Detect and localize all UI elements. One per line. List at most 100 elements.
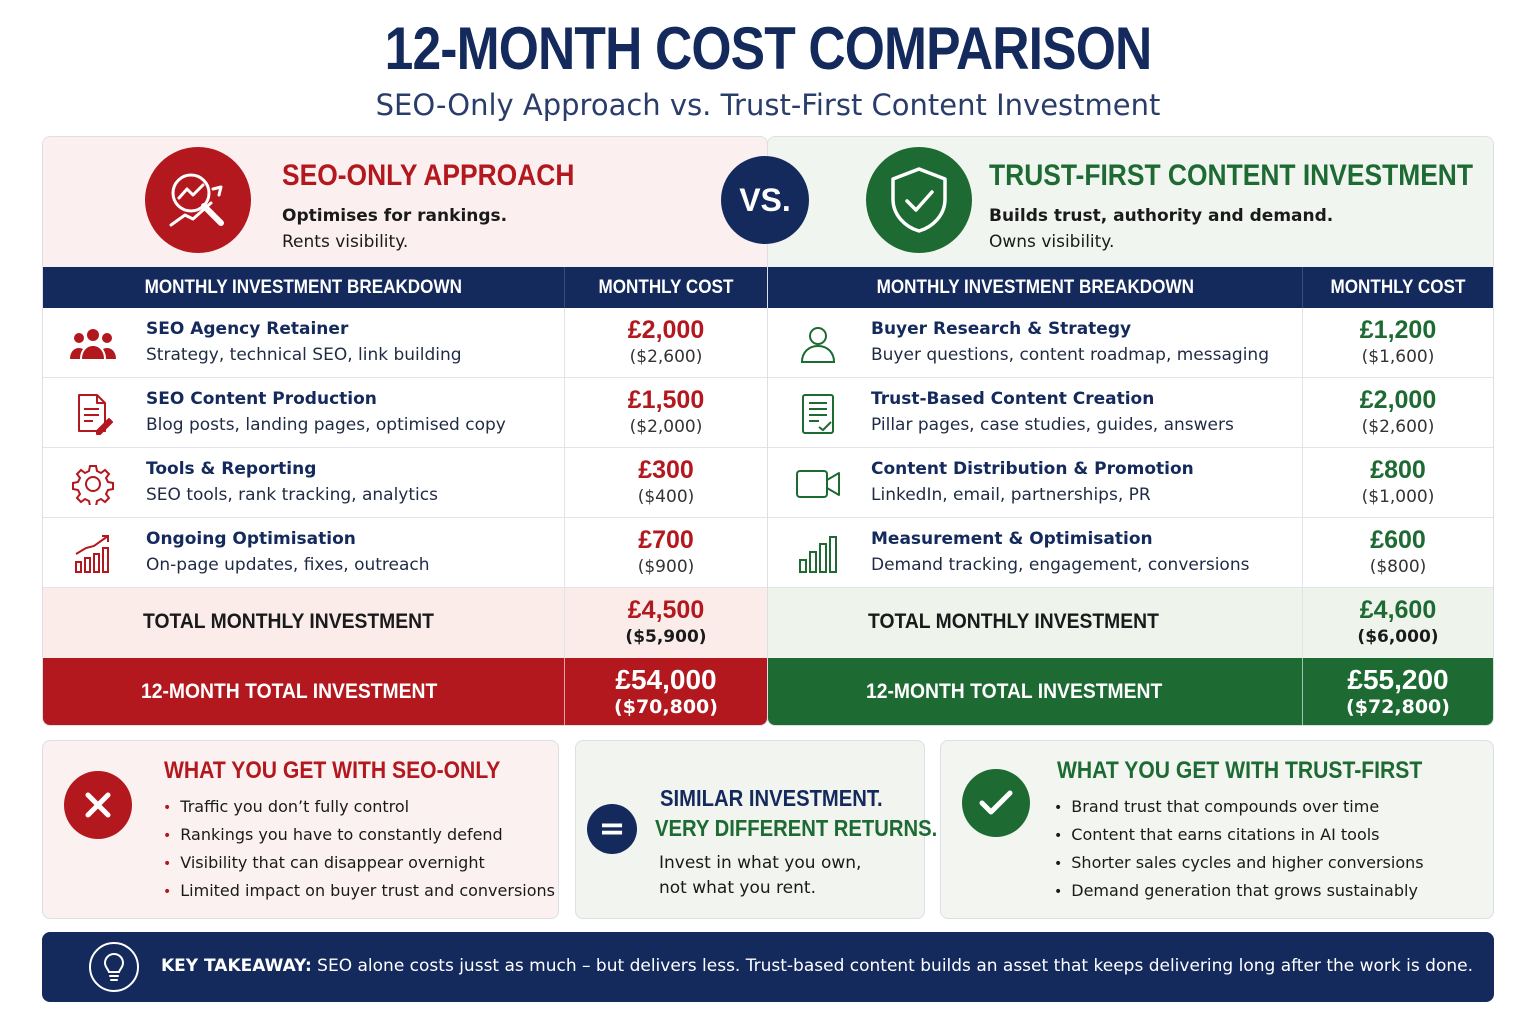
table-row: Content Distribution & Promotion LinkedI… — [768, 448, 1493, 518]
trust-col-cost: MONTHLY COST — [1302, 267, 1493, 308]
row-desc: LinkedIn, email, partnerships, PR — [871, 485, 1151, 505]
row-name: Trust-Based Content Creation — [871, 389, 1155, 409]
row-name: Tools & Reporting — [146, 459, 317, 479]
cost-usd: ($1,000) — [1361, 487, 1435, 507]
list-item: Content that earns citations in AI tools — [1054, 821, 1424, 849]
page-subtitle: SEO-Only Approach vs. Trust-First Conten… — [375, 88, 1161, 122]
year-gbp: £55,200 — [1347, 664, 1449, 695]
cost-gbp: £700 — [638, 526, 694, 554]
row-desc: Buyer questions, content roadmap, messag… — [871, 345, 1269, 365]
row-name: Measurement & Optimisation — [871, 529, 1153, 549]
seo-outcomes-list: Traffic you don’t fully control Rankings… — [163, 793, 555, 905]
cost-usd: ($800) — [1369, 557, 1427, 577]
year-usd: ($72,800) — [1346, 696, 1450, 718]
bar-chart-icon — [794, 534, 842, 574]
list-item: Limited impact on buyer trust and conver… — [163, 877, 555, 905]
total-cost: £4,500 ($5,900) — [564, 588, 767, 658]
document-edit-icon — [69, 394, 117, 435]
gear-icon — [69, 464, 117, 505]
list-item: Rankings you have to constantly defend — [163, 821, 555, 849]
checkmark-icon — [962, 769, 1030, 837]
seo-total-row: TOTAL MONTHLY INVESTMENT £4,500 ($5,900) — [43, 588, 767, 658]
seo-only-panel: SEO-ONLY APPROACH Optimises for rankings… — [42, 136, 768, 726]
page-title: 12-MONTH COST COMPARISON — [384, 15, 1153, 82]
year-gbp: £54,000 — [615, 664, 717, 695]
table-row: SEO Content Production Blog posts, landi… — [43, 378, 767, 448]
trust-col-breakdown: MONTHLY INVESTMENT BREAKDOWN — [876, 277, 1194, 298]
row-name: SEO Agency Retainer — [146, 319, 349, 339]
year-label: 12-MONTH TOTAL INVESTMENT — [141, 680, 438, 703]
summary-note-2: not what you rent. — [659, 878, 816, 898]
list-item: Brand trust that compounds over time — [1054, 793, 1424, 821]
equals-icon: = — [587, 804, 637, 854]
cost-usd: ($2,600) — [629, 347, 703, 367]
year-cost: £55,200 ($72,800) — [1302, 658, 1493, 725]
year-label: 12-MONTH TOTAL INVESTMENT — [866, 680, 1163, 703]
document-list-icon — [794, 394, 842, 434]
table-row: SEO Agency Retainer Strategy, technical … — [43, 308, 767, 378]
row-cost: £700 ($900) — [564, 518, 767, 588]
total-cost: £4,600 ($6,000) — [1302, 588, 1493, 658]
year-cost: £54,000 ($70,800) — [564, 658, 767, 725]
seo-tagline-2: Rents visibility. — [282, 232, 409, 252]
cost-gbp: £600 — [1370, 526, 1426, 554]
trust-first-panel: TRUST-FIRST CONTENT INVESTMENT Builds tr… — [767, 136, 1494, 726]
key-takeaway-label: KEY TAKEAWAY: — [161, 956, 312, 976]
row-cost: £600 ($800) — [1302, 518, 1493, 588]
cost-gbp: £2,000 — [627, 316, 705, 344]
lightbulb-icon — [89, 942, 139, 992]
cost-usd: ($2,000) — [629, 417, 703, 437]
row-name: Ongoing Optimisation — [146, 529, 356, 549]
row-desc: Blog posts, landing pages, optimised cop… — [146, 415, 506, 435]
row-desc: Demand tracking, engagement, conversions — [871, 555, 1250, 575]
key-takeaway-body: SEO alone costs jusst as much – but deli… — [311, 956, 1473, 976]
seo-year-row: 12-MONTH TOTAL INVESTMENT £54,000 ($70,8… — [43, 658, 767, 725]
row-name: SEO Content Production — [146, 389, 377, 409]
seo-tagline-1: Optimises for rankings. — [282, 206, 508, 226]
total-gbp: £4,600 — [1359, 596, 1437, 624]
seo-panel-header: SEO-ONLY APPROACH Optimises for rankings… — [43, 137, 767, 267]
row-cost: £300 ($400) — [564, 448, 767, 518]
magnifier-trend-icon — [145, 147, 251, 253]
trust-tagline: Builds trust, authority and demand. Owns… — [989, 203, 1333, 255]
table-row: Measurement & Optimisation Demand tracki… — [768, 518, 1493, 588]
list-item: Demand generation that grows sustainably — [1054, 877, 1424, 905]
row-cost: £800 ($1,000) — [1302, 448, 1493, 518]
seo-col-breakdown: MONTHLY INVESTMENT BREAKDOWN — [144, 277, 463, 298]
row-desc: On-page updates, fixes, outreach — [146, 555, 430, 575]
seo-col-cost: MONTHLY COST — [564, 267, 767, 308]
vs-badge: VS. — [721, 156, 809, 244]
summary-note-1: Invest in what you own, — [659, 853, 862, 873]
row-cost: £2,000 ($2,600) — [564, 308, 767, 378]
row-cost: £2,000 ($2,600) — [1302, 378, 1493, 448]
total-gbp: £4,500 — [627, 596, 705, 624]
row-name: Content Distribution & Promotion — [871, 459, 1194, 479]
seo-outcomes-box: WHAT YOU GET WITH SEO-ONLY Traffic you d… — [42, 740, 559, 919]
row-cost: £1,500 ($2,000) — [564, 378, 767, 448]
trust-total-row: TOTAL MONTHLY INVESTMENT £4,600 ($6,000) — [768, 588, 1493, 658]
year-usd: ($70,800) — [614, 696, 718, 718]
table-row: Trust-Based Content Creation Pillar page… — [768, 378, 1493, 448]
cost-gbp: £1,200 — [1359, 316, 1437, 344]
list-item: Traffic you don’t fully control — [163, 793, 555, 821]
cost-usd: ($1,600) — [1361, 347, 1435, 367]
total-label: TOTAL MONTHLY INVESTMENT — [143, 610, 434, 633]
table-row: Ongoing Optimisation On-page updates, fi… — [43, 518, 767, 588]
person-icon — [794, 324, 842, 364]
seo-table-header: MONTHLY INVESTMENT BREAKDOWN MONTHLY COS… — [43, 267, 767, 308]
summary-note: Invest in what you own, not what you ren… — [659, 851, 861, 901]
cost-usd: ($900) — [637, 557, 695, 577]
seo-heading: SEO-ONLY APPROACH — [282, 159, 575, 192]
table-row: Buyer Research & Strategy Buyer question… — [768, 308, 1493, 378]
total-usd: ($6,000) — [1357, 627, 1439, 647]
video-camera-icon — [794, 464, 842, 504]
table-row: Tools & Reporting SEO tools, rank tracki… — [43, 448, 767, 518]
comparison-summary-box: = SIMILAR INVESTMENT. VERY DIFFERENT RET… — [575, 740, 937, 919]
trust-heading: TRUST-FIRST CONTENT INVESTMENT — [989, 159, 1473, 192]
trust-tagline-1: Builds trust, authority and demand. — [989, 206, 1334, 226]
cross-icon — [64, 771, 132, 839]
trust-outcomes-title: WHAT YOU GET WITH TRUST-FIRST — [1057, 757, 1423, 784]
row-name: Buyer Research & Strategy — [871, 319, 1132, 339]
list-item: Shorter sales cycles and higher conversi… — [1054, 849, 1423, 877]
cost-usd: ($2,600) — [1361, 417, 1435, 437]
